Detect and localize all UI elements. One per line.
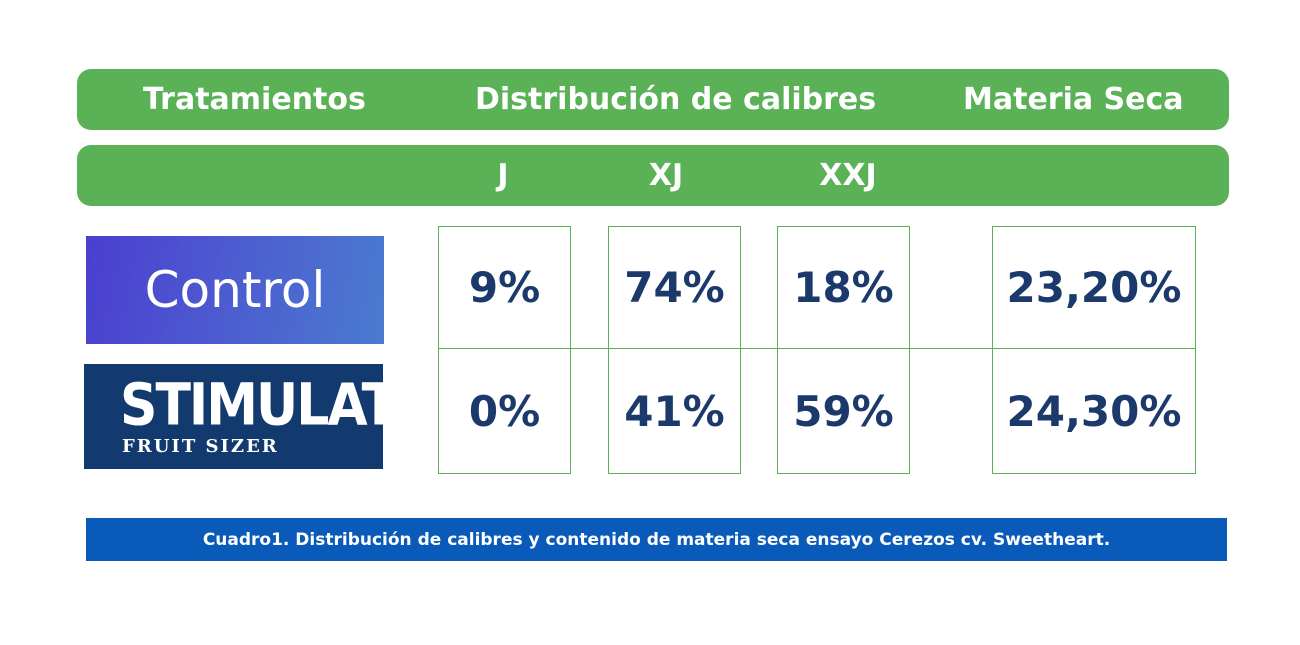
cell-control-dry-matter: 23,20% [992,226,1196,349]
row-divider [740,348,778,349]
header-treatments: Tratamientos [143,82,366,117]
cell-stimulate-j: 0% [438,348,571,474]
row-divider [909,348,993,349]
value-control-xj: 74% [624,263,725,312]
value-control-dry-matter: 23,20% [1006,263,1182,312]
subheader-bar: J XJ XXJ [77,145,1229,206]
control-label-text: Control [144,261,326,319]
cell-control-xj: 74% [608,226,741,349]
stimulate-logo: STIMULATE FRUIT SIZER ® [84,364,450,469]
cell-stimulate-xxj: 59% [777,348,910,474]
registered-mark: ® [439,372,450,385]
header-dry-matter: Materia Seca [963,82,1184,117]
value-stimulate-j: 0% [468,386,541,436]
value-stimulate-xj: 41% [624,386,725,436]
cell-stimulate-dry-matter: 24,30% [992,348,1196,474]
value-control-j: 9% [468,263,541,312]
subheader-size-xj: XJ [648,158,684,193]
row-divider [570,348,609,349]
control-treatment-label: Control [86,236,384,344]
value-stimulate-dry-matter: 24,30% [1006,386,1182,436]
header-size-distribution: Distribución de calibres [475,82,877,117]
cell-control-xxj: 18% [777,226,910,349]
stimulate-logo-subtitle: FRUIT SIZER [122,436,279,457]
header-bar: Tratamientos Distribución de calibres Ma… [77,69,1229,130]
stimulate-logo-wordmark: STIMULATE [120,372,431,440]
subheader-size-j: J [497,158,509,193]
caption-text: Cuadro1. Distribución de calibres y cont… [202,529,1111,550]
cell-control-j: 9% [438,226,571,349]
value-control-xxj: 18% [793,263,894,312]
value-stimulate-xxj: 59% [793,386,894,436]
subheader-size-xxj: XXJ [819,158,877,193]
table-caption: Cuadro1. Distribución de calibres y cont… [86,518,1227,561]
cell-stimulate-xj: 41% [608,348,741,474]
